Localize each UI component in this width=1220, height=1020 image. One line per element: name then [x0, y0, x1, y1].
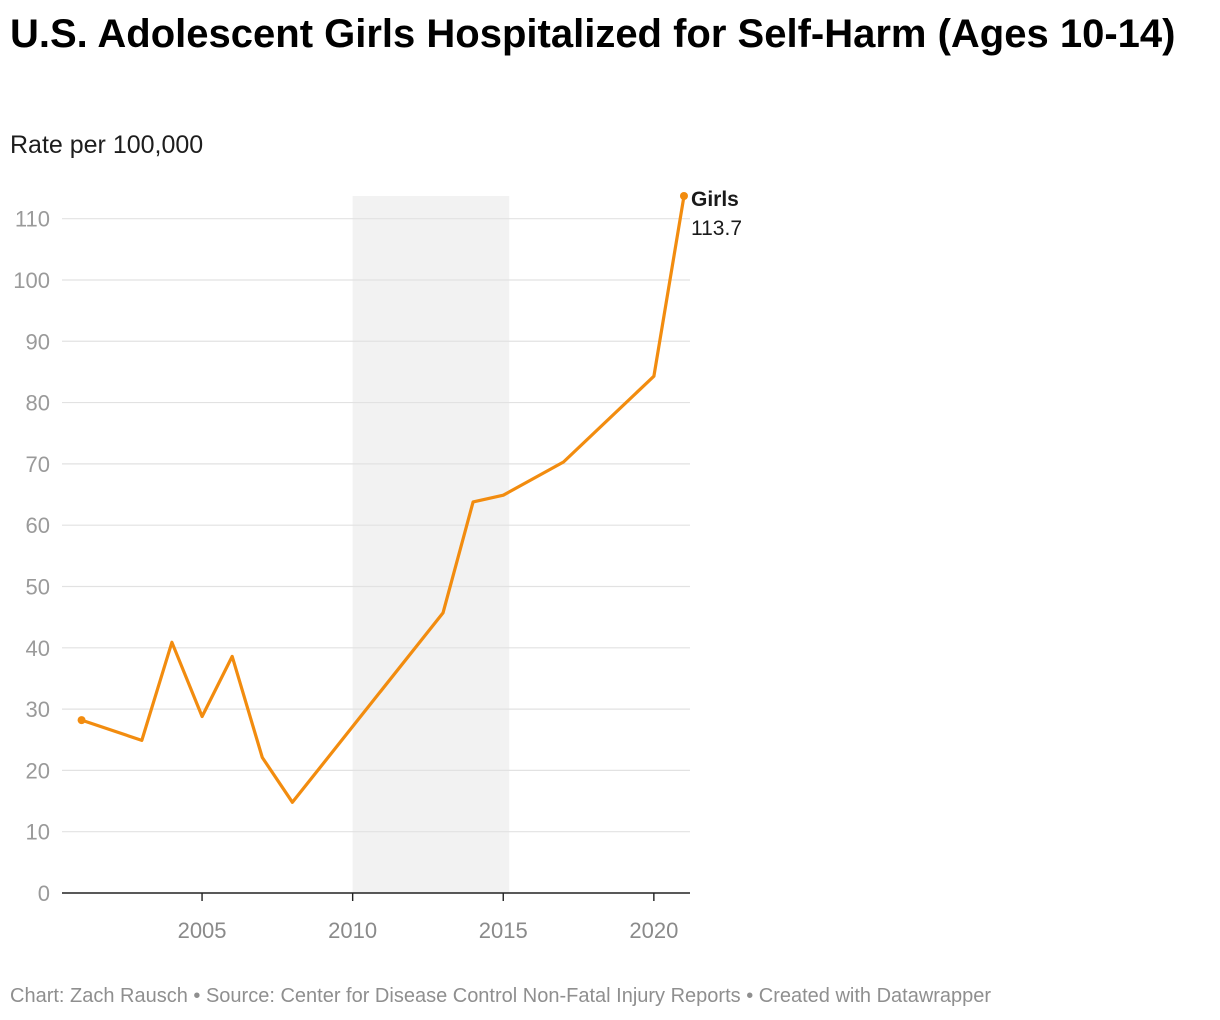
y-tick-label: 50	[26, 574, 50, 599]
y-tick-label: 80	[26, 391, 50, 416]
y-tick-label: 60	[26, 513, 50, 538]
series-label-name: Girls	[691, 188, 739, 211]
x-tick-label: 2015	[479, 918, 528, 943]
y-tick-label: 20	[26, 758, 50, 783]
series-line-girls	[79, 194, 686, 804]
x-tick-label: 2005	[178, 918, 227, 943]
y-tick-label: 90	[26, 329, 50, 354]
chart-footer: Chart: Zach Rausch • Source: Center for …	[10, 985, 992, 1007]
shaded-band	[352, 196, 510, 893]
line-chart: 0 10 20 30 40 50 60 70 80 90 100 110 2005 2010 2015 202…	[13, 188, 742, 943]
y-tick-label: 100	[13, 268, 50, 293]
y-tick-label: 30	[26, 697, 50, 722]
y-tick-label: 10	[26, 820, 50, 845]
chart-title: U.S. Adolescent Girls Hospitalized for S…	[10, 12, 1176, 56]
y-tick-label: 70	[26, 452, 50, 477]
series-start-point	[77, 716, 86, 725]
x-tick-label: 2010	[328, 918, 377, 943]
y-tick-label: 40	[26, 636, 50, 661]
series-end-point	[679, 192, 688, 200]
series-label-value: 113.7	[691, 217, 742, 240]
chart-subtitle: Rate per 100,000	[10, 131, 204, 159]
y-tick-label: 110	[15, 207, 50, 232]
x-tick-label: 2020	[629, 918, 678, 943]
y-tick-label: 0	[38, 881, 50, 906]
